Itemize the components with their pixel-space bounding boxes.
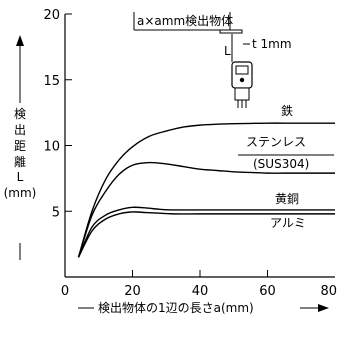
y-label-char-2: 出 xyxy=(14,123,26,137)
y-label-unit: (mm) xyxy=(4,186,37,200)
series-line-iron xyxy=(77,122,335,258)
y-tick-label: 5 xyxy=(52,205,60,220)
sensor-indicator xyxy=(239,77,245,83)
series-line-aluminum xyxy=(77,211,335,258)
y-tick-label: 15 xyxy=(43,74,60,89)
y-axis-label-arrow-head xyxy=(16,35,24,46)
series-label-stainless-2: (SUS304) xyxy=(253,157,309,171)
sensor-connector xyxy=(234,87,250,101)
annotation-box-bg xyxy=(134,12,230,30)
sensor-window xyxy=(235,65,249,75)
series-label-stainless-1: ステンレス xyxy=(246,135,306,149)
y-label-char-3: 距 xyxy=(14,139,26,153)
y-axis-label: 検 出 距 離 L (mm) xyxy=(4,35,37,260)
x-tick-label: 40 xyxy=(192,284,209,299)
annotation-box-text: a×amm検出物体 xyxy=(137,14,233,28)
series-line-stainless xyxy=(77,161,335,258)
target-plate xyxy=(219,29,243,34)
series-label-aluminum: アルミ xyxy=(270,216,306,230)
series-labels: 鉄 ステンレス (SUS304) 黄銅 アルミ xyxy=(238,103,334,230)
proximity-sensor-icon xyxy=(231,61,253,108)
distance-label: L xyxy=(224,44,231,58)
x-tick-label: 0 xyxy=(61,284,69,299)
thickness-text: t 1mm xyxy=(252,37,292,51)
y-label-char-1: 検 xyxy=(14,107,26,121)
axes: 5 10 15 20 0 20 40 60 80 xyxy=(43,8,337,299)
x-axis-label-arrow-head xyxy=(318,304,329,312)
series-line-brass xyxy=(77,206,335,258)
x-axis-label: 検出物体の1辺の長さa(mm) xyxy=(78,301,329,315)
series-label-iron: 鉄 xyxy=(281,103,293,118)
y-label-char-4: 離 xyxy=(14,155,26,169)
y-tick-label: 10 xyxy=(43,140,60,155)
detection-object-annotation: a×amm検出物体 t 1mm L xyxy=(133,12,292,108)
x-tick-label: 60 xyxy=(259,284,276,299)
x-tick-label: 20 xyxy=(124,284,141,299)
series-group xyxy=(77,122,335,258)
x-axis-label-text: 検出物体の1辺の長さa(mm) xyxy=(98,301,254,315)
series-label-brass: 黄銅 xyxy=(275,192,299,206)
x-tick-label: 80 xyxy=(320,284,337,299)
y-tick-label: 20 xyxy=(43,8,60,23)
y-label-char-5: L xyxy=(17,170,24,184)
